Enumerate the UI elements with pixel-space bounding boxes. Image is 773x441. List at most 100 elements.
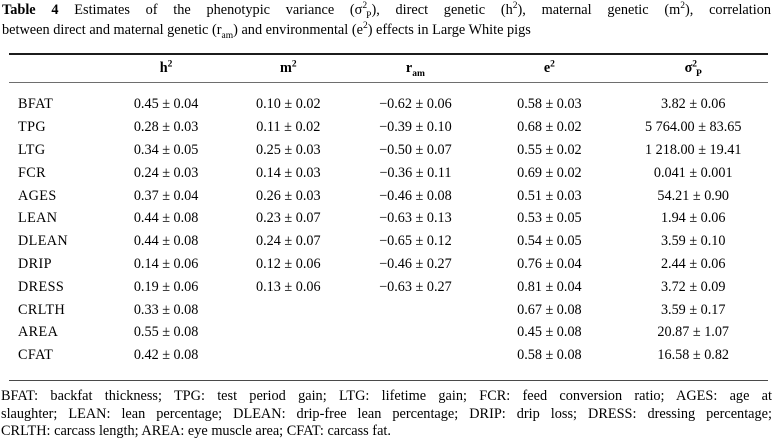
cell-ram: −0.39 ± 0.10 (379, 119, 452, 136)
footnote-line-3: CRLTH: carcass length; AREA: eye muscle … (1, 423, 391, 439)
cell-ram: −0.65 ± 0.12 (379, 233, 452, 250)
caption-line-1: Table 4 Estimates of the phenotypic vari… (2, 1, 771, 20)
cell-h2: 0.44 ± 0.08 (133, 233, 199, 250)
trait-label: DRIP (18, 255, 52, 272)
cell-sigma2p: 54.21 ± 0.90 (657, 187, 730, 204)
table-row: AGES 0.37 ± 0.04 0.26 ± 0.03 −0.46 ± 0.0… (9, 185, 768, 208)
cell-sigma2p: 3.72 ± 0.09 (660, 278, 726, 295)
cell-sigma2p: 3.59 ± 0.10 (660, 233, 726, 250)
table-footnote: BFAT: backfat thickness; TPG: test perio… (1, 388, 772, 441)
cell-sigma2p: 20.87 ± 1.07 (657, 324, 730, 341)
cell-m2 (226, 344, 350, 380)
cell-m2: 0.12 ± 0.06 (256, 255, 321, 272)
cell-h2: 0.34 ± 0.05 (133, 141, 199, 158)
cell-m2: 0.24 ± 0.07 (256, 233, 321, 250)
cell-h2: 0.33 ± 0.08 (133, 301, 199, 318)
header-symbol: m (280, 59, 292, 76)
cell-m2 (226, 321, 350, 344)
col-header-h2: h2 (106, 54, 226, 82)
trait-label: BFAT (18, 96, 54, 113)
table-caption: Table 4 Estimates of the phenotypic vari… (2, 1, 771, 40)
trait-label: TPG (18, 119, 47, 136)
cell-ram: −0.46 ± 0.08 (379, 187, 452, 204)
cell-h2: 0.37 ± 0.04 (133, 187, 199, 204)
cell-sigma2p: 5 764.00 ± 83.65 (644, 119, 742, 136)
col-header-e2: e2 (480, 54, 618, 82)
table-row: LTG 0.34 ± 0.05 0.25 ± 0.03 −0.50 ± 0.07… (9, 139, 768, 162)
header-symbol: e (543, 59, 551, 76)
cell-ram: −0.50 ± 0.07 (379, 141, 452, 158)
cell-e2: 0.58 ± 0.08 (517, 347, 582, 364)
cell-e2: 0.68 ± 0.02 (517, 119, 582, 136)
cell-sigma2p: 1.94 ± 0.06 (660, 210, 726, 227)
cell-m2: 0.10 ± 0.02 (256, 96, 321, 113)
trait-label: CRLTH (18, 301, 66, 318)
superscript: 2 (550, 59, 555, 70)
superscript: 2 (692, 59, 698, 70)
footnote-line-2: slaughter; LEAN: lean percentage; DLEAN:… (1, 405, 772, 422)
cell-e2: 0.54 ± 0.05 (517, 233, 582, 250)
cell-m2: 0.25 ± 0.03 (256, 141, 321, 158)
superscript: 2 (512, 1, 518, 12)
caption-text: ), maternal genetic (m (517, 2, 681, 18)
caption-text: ), direct genetic (h (371, 2, 513, 18)
cell-m2: 0.26 ± 0.03 (256, 187, 321, 204)
subscript: P (696, 68, 702, 79)
table-row: DRESS 0.19 ± 0.06 0.13 ± 0.06 −0.63 ± 0.… (9, 276, 768, 299)
table-row: DLEAN 0.44 ± 0.08 0.24 ± 0.07 −0.65 ± 0.… (9, 230, 768, 253)
footnote-line-1: BFAT: backfat thickness; TPG: test perio… (1, 388, 772, 404)
cell-e2: 0.55 ± 0.02 (517, 141, 582, 158)
table-row: AREA 0.55 ± 0.08 0.45 ± 0.08 20.87 ± 1.0… (9, 321, 768, 344)
cell-h2: 0.42 ± 0.08 (133, 347, 199, 364)
cell-e2: 0.81 ± 0.04 (517, 278, 582, 295)
cell-e2: 0.58 ± 0.03 (517, 96, 582, 113)
trait-label: FCR (18, 164, 47, 181)
superscript: 2 (167, 59, 173, 70)
cell-e2: 0.53 ± 0.05 (517, 210, 582, 227)
cell-sigma2p: 2.44 ± 0.06 (660, 255, 726, 272)
cell-m2: 0.23 ± 0.07 (256, 210, 321, 227)
cell-ram (351, 321, 481, 344)
cell-sigma2p: 0.041 ± 0.001 (653, 164, 733, 181)
cell-h2: 0.24 ± 0.03 (133, 164, 199, 181)
cell-sigma2p: 3.82 ± 0.06 (660, 96, 726, 113)
header-symbol: h (159, 59, 168, 76)
trait-label: CFAT (18, 347, 54, 364)
cell-ram: −0.36 ± 0.11 (379, 164, 452, 181)
cell-sigma2p: 16.58 ± 0.82 (657, 347, 730, 364)
cell-ram: −0.46 ± 0.27 (379, 255, 452, 272)
cell-h2: 0.44 ± 0.08 (133, 210, 199, 227)
cell-e2: 0.76 ± 0.04 (517, 255, 582, 272)
table-row: CFAT 0.42 ± 0.08 0.58 ± 0.08 16.58 ± 0.8… (9, 344, 768, 380)
table-row: FCR 0.24 ± 0.03 0.14 ± 0.03 −0.36 ± 0.11… (9, 162, 768, 185)
caption-text: Estimates of the phenotypic variance (σ (58, 2, 363, 18)
table-number-label: Table 4 (2, 2, 59, 18)
header-symbol: σ (684, 59, 693, 76)
col-header-ram: ram (351, 54, 481, 82)
cell-h2: 0.45 ± 0.04 (133, 96, 199, 113)
cell-m2: 0.11 ± 0.02 (256, 119, 321, 136)
subscript: am (412, 68, 425, 79)
cell-ram: −0.63 ± 0.27 (379, 278, 452, 295)
cell-e2: 0.69 ± 0.02 (517, 164, 582, 181)
results-table: h2 m2 ram e2 σ2P BFAT 0.45 ± 0.04 0.10 ±… (9, 53, 768, 382)
table-row: LEAN 0.44 ± 0.08 0.23 ± 0.07 −0.63 ± 0.1… (9, 207, 768, 230)
trait-label: DRESS (18, 278, 65, 295)
cell-e2: 0.51 ± 0.03 (517, 187, 582, 204)
trait-label: DLEAN (18, 233, 69, 250)
table-row: DRIP 0.14 ± 0.06 0.12 ± 0.06 −0.46 ± 0.2… (9, 253, 768, 276)
trait-label: AGES (18, 187, 57, 204)
header-row: h2 m2 ram e2 σ2P (9, 54, 768, 82)
cell-m2: 0.14 ± 0.03 (256, 164, 321, 181)
superscript: 2 (362, 1, 368, 12)
col-header-trait (9, 54, 106, 82)
table-row: TPG 0.28 ± 0.03 0.11 ± 0.02 −0.39 ± 0.10… (9, 116, 768, 139)
cell-h2: 0.28 ± 0.03 (133, 119, 199, 136)
col-header-m2: m2 (226, 54, 350, 82)
caption-line-2: between direct and maternal genetic (ram… (2, 21, 771, 40)
cell-m2: 0.13 ± 0.06 (256, 278, 321, 295)
cell-h2: 0.14 ± 0.06 (133, 255, 199, 272)
cell-h2: 0.55 ± 0.08 (133, 324, 199, 341)
caption-text: ) effects in Large White pigs (367, 21, 531, 38)
header-symbol: r (405, 59, 413, 76)
